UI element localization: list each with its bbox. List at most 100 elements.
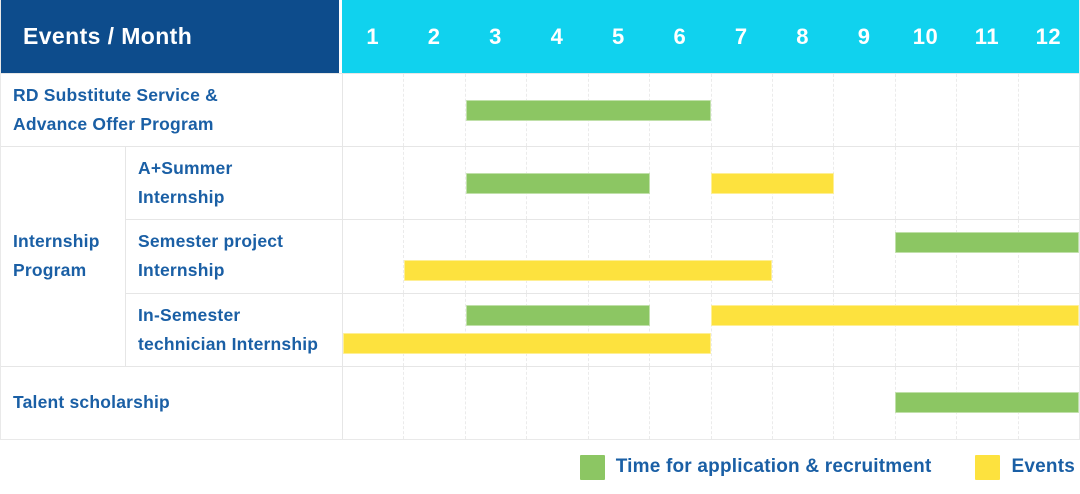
month-gridline — [712, 366, 773, 439]
month-gridline — [343, 366, 405, 439]
table-header-title: Events / Month — [23, 23, 193, 49]
month-gridline — [650, 293, 712, 366]
table-header-events-month: Events / Month — [1, 0, 342, 73]
month-gridline — [343, 220, 405, 293]
month-gridline — [834, 220, 896, 293]
bar-lines — [343, 220, 1079, 292]
month-label: 7 — [734, 23, 748, 49]
yellow-bar — [404, 259, 773, 281]
bar-line — [343, 259, 1079, 281]
bar-lines — [343, 367, 1079, 439]
events-month-table: Events / Month 1 2 3 4 5 6 7 8 9 10 11 12 RD Substi… — [0, 0, 1080, 440]
legend: Time for application & recruitment Event… — [0, 440, 1080, 494]
bar-line — [343, 305, 1079, 327]
month-gridline — [957, 220, 1019, 293]
month-label: 11 — [974, 23, 1000, 49]
month-gridline — [773, 220, 835, 293]
month-gridline — [650, 366, 712, 439]
month-label: 5 — [612, 23, 625, 49]
month-gridline — [896, 74, 958, 147]
month-gridline — [650, 74, 712, 147]
timeline-row-rd-substitute — [342, 73, 1079, 147]
month-gridline — [773, 366, 835, 439]
month-gridline — [466, 366, 528, 439]
month-gridline — [404, 147, 466, 220]
bar-line — [343, 231, 1079, 253]
timeline-row-talent-scholarship — [342, 365, 1079, 439]
timeline-row-in-semester-technician — [342, 292, 1079, 366]
month-gridline — [343, 293, 405, 366]
month-label: 6 — [673, 23, 687, 49]
month-gridline — [343, 147, 405, 220]
green-swatch-icon — [579, 454, 605, 480]
month-label: 2 — [427, 23, 441, 49]
green-bar — [895, 392, 1079, 414]
month-gridline — [404, 366, 466, 439]
month-gridline — [896, 147, 958, 220]
month-gridline — [712, 293, 773, 366]
bar-line — [343, 333, 1079, 355]
bar-lines — [343, 147, 1079, 219]
month-gridline — [834, 293, 896, 366]
month-gridline — [957, 74, 1019, 147]
row-label-talent-scholarship: Talent scholarship — [1, 365, 342, 439]
yellow-bar — [711, 172, 834, 194]
month-gridline — [466, 220, 528, 293]
month-gridline — [896, 220, 958, 293]
yellow-swatch-icon — [975, 454, 1001, 480]
legend-item-events: Events — [975, 454, 1075, 480]
month-gridline — [712, 74, 773, 147]
month-gridline — [404, 220, 466, 293]
green-bar — [465, 305, 650, 327]
timeline-row-semester-project — [342, 219, 1079, 293]
bar-lines — [343, 294, 1079, 366]
month-gridline — [589, 366, 651, 439]
month-gridline — [773, 147, 835, 220]
month-gridline — [773, 74, 835, 147]
month-label: 1 — [366, 23, 380, 49]
month-gridline — [527, 293, 589, 366]
row-label-a-plus-summer-internship: A+Summer Internship — [125, 146, 342, 220]
month-gridline — [343, 74, 405, 147]
month-gridline — [589, 220, 651, 293]
bar-line — [343, 99, 1079, 121]
month-gridline — [957, 147, 1019, 220]
yellow-bar — [711, 305, 1079, 327]
legend-label-events: Events — [1011, 456, 1075, 477]
month-gridline — [773, 293, 835, 366]
row-label-in-semester-technician-internship: In-Semester technician Internship — [125, 292, 342, 366]
month-header-row: 1 2 3 4 5 6 7 8 9 10 11 12 — [342, 0, 1079, 73]
month-gridlines — [343, 220, 1079, 293]
month-gridline — [834, 147, 896, 220]
green-bar — [895, 231, 1079, 253]
month-gridline — [834, 74, 896, 147]
timeline-row-a-plus-summer — [342, 146, 1079, 220]
month-label: 3 — [489, 23, 502, 49]
month-gridline — [404, 293, 466, 366]
month-label: 9 — [857, 23, 871, 49]
month-gridline — [957, 293, 1019, 366]
row-label-semester-project-internship: Semester project Internship — [125, 219, 342, 293]
month-gridlines — [343, 293, 1079, 366]
month-label: 4 — [550, 23, 564, 49]
month-gridline — [404, 74, 466, 147]
group-label-internship-program: Internship Program — [1, 146, 125, 366]
month-label: 12 — [1035, 23, 1062, 49]
month-label: 8 — [796, 23, 810, 49]
month-gridline — [589, 293, 651, 366]
month-gridline — [896, 293, 958, 366]
legend-label-application-recruitment: Time for application & recruitment — [615, 456, 932, 477]
month-gridline — [650, 220, 712, 293]
month-gridline — [527, 366, 589, 439]
row-label-rd-substitute: RD Substitute Service & Advance Offer Pr… — [1, 73, 342, 147]
green-bar — [465, 99, 711, 121]
month-label: 10 — [912, 23, 939, 49]
yellow-bar — [343, 333, 711, 355]
month-gridline — [712, 220, 773, 293]
bar-lines — [343, 74, 1079, 146]
month-gridline — [466, 293, 528, 366]
legend-item-application-recruitment: Time for application & recruitment — [579, 454, 932, 480]
bar-line — [343, 172, 1079, 194]
month-gridline — [527, 220, 589, 293]
